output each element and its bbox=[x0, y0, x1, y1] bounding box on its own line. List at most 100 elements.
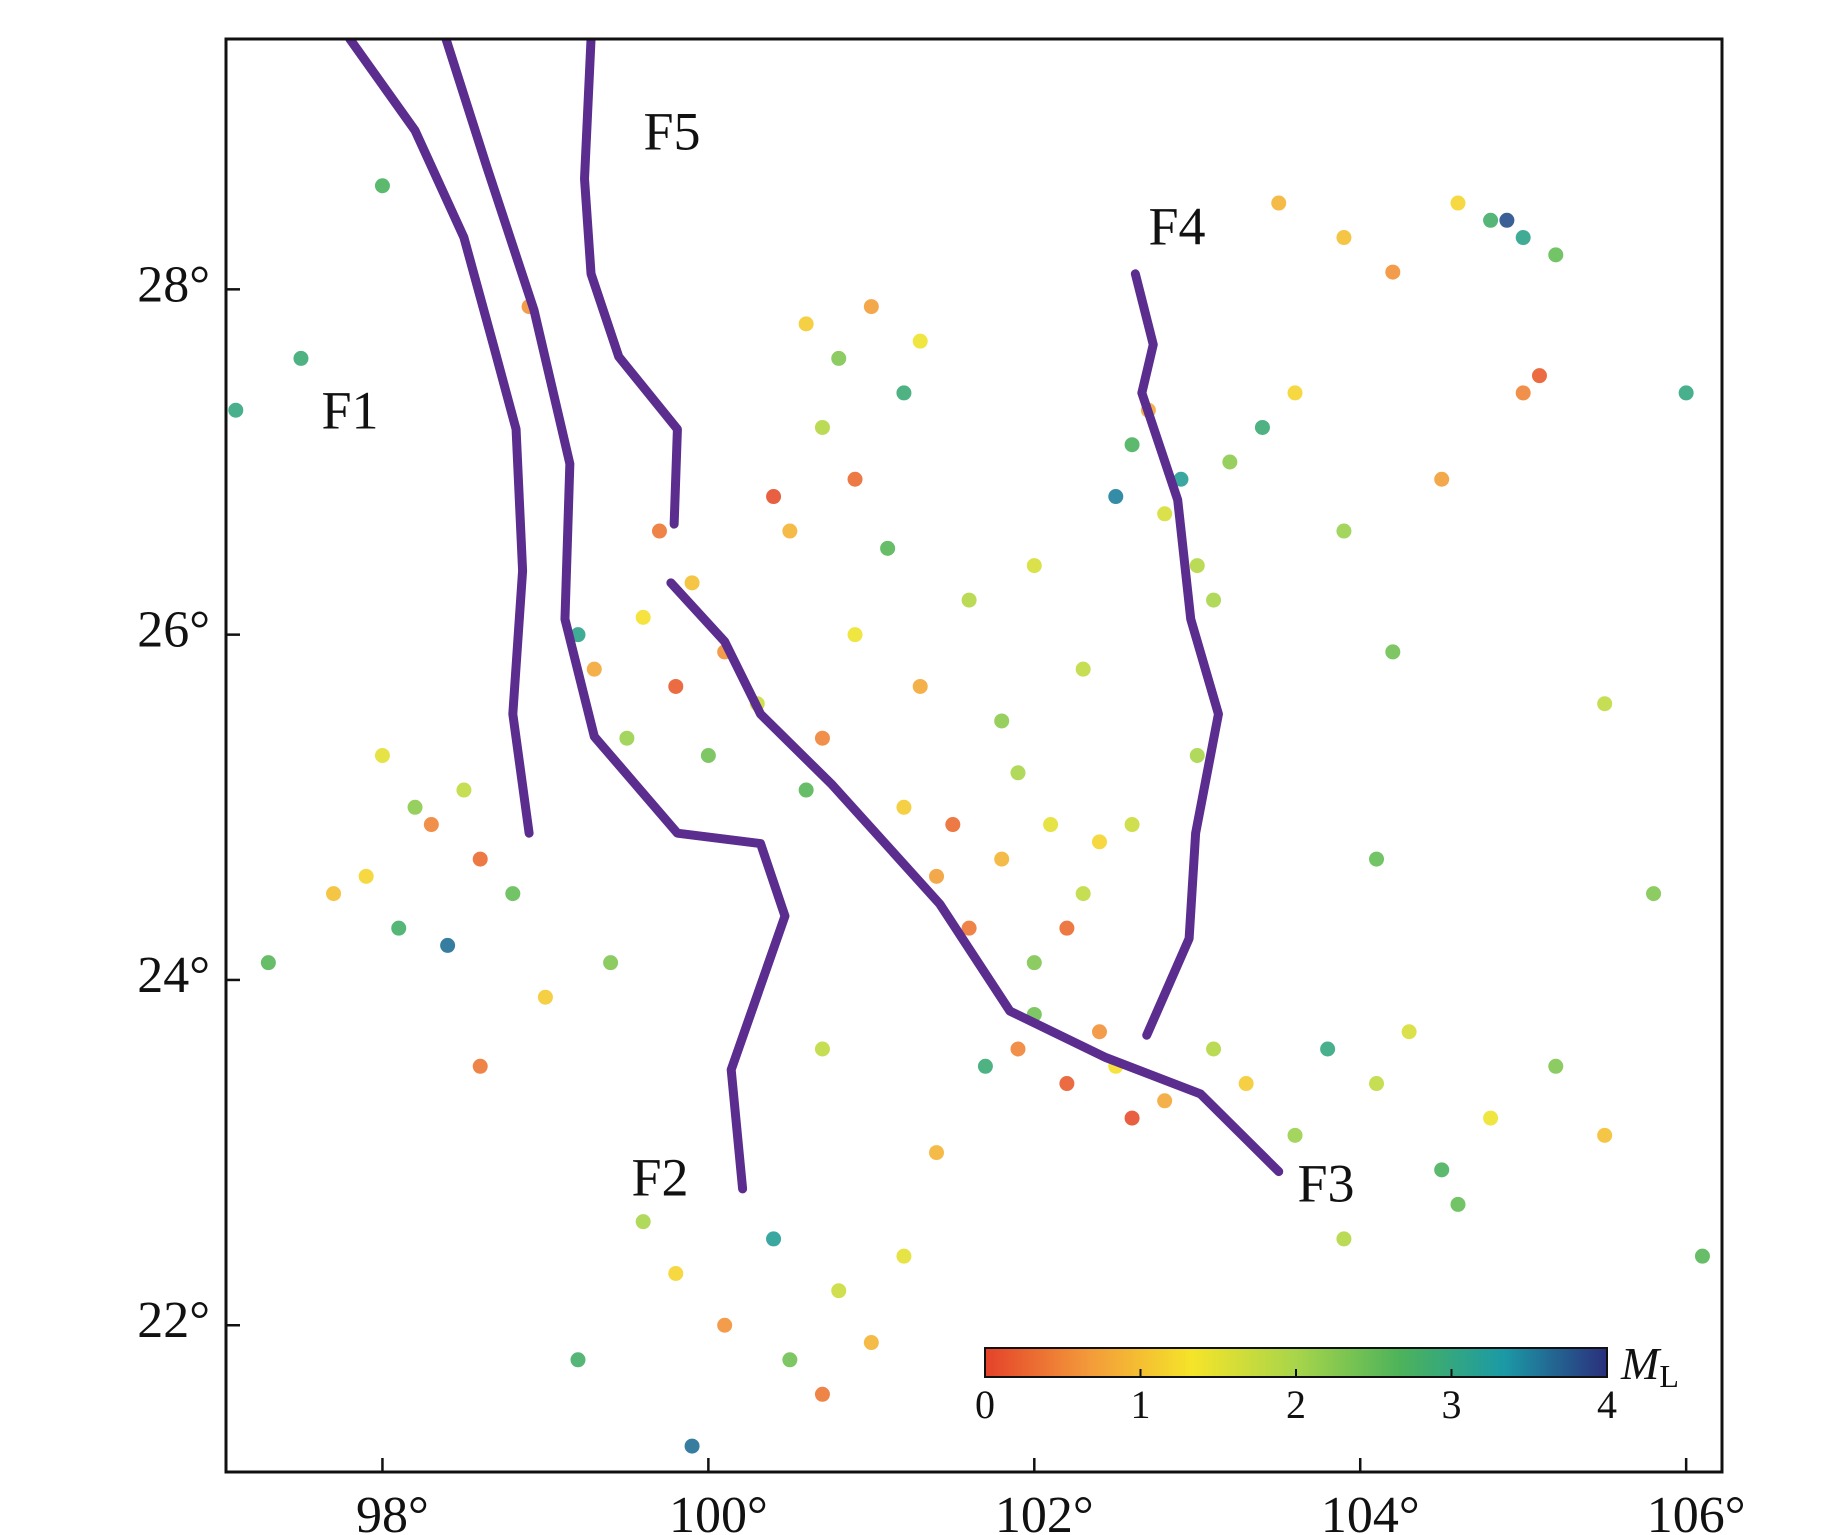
x-tick-label: 102° bbox=[995, 1487, 1094, 1535]
x-tick-label: 104° bbox=[1321, 1487, 1420, 1535]
y-tick-label: 28° bbox=[137, 256, 210, 313]
earthquake-event bbox=[423, 817, 439, 833]
earthquake-event bbox=[1597, 1127, 1613, 1143]
earthquake-event bbox=[1434, 471, 1450, 487]
earthquake-event bbox=[635, 609, 651, 625]
earthquake-event bbox=[1075, 661, 1091, 677]
earthquake-event bbox=[1320, 1041, 1336, 1057]
earthquake-event bbox=[472, 851, 488, 867]
y-tick-label: 24° bbox=[137, 947, 210, 1004]
earthquake-event bbox=[1548, 247, 1564, 263]
earthquake-event bbox=[782, 523, 798, 539]
earthquake-event bbox=[1075, 886, 1091, 902]
earthquake-event bbox=[1450, 1196, 1466, 1212]
earthquake-event bbox=[358, 868, 374, 884]
colorbar-tick-label: 1 bbox=[1131, 1382, 1151, 1427]
earthquake-event bbox=[326, 886, 342, 902]
colorbar-tick-label: 2 bbox=[1286, 1382, 1306, 1427]
earthquake-event bbox=[1531, 368, 1547, 384]
earthquake-event bbox=[814, 1041, 830, 1057]
earthquake-event bbox=[374, 178, 390, 194]
earthquake-event bbox=[1206, 1041, 1222, 1057]
earthquake-event bbox=[994, 851, 1010, 867]
earthquake-event bbox=[977, 1058, 993, 1074]
earthquake-event bbox=[814, 419, 830, 435]
earthquake-event bbox=[1189, 748, 1205, 763]
earthquake-event bbox=[570, 1352, 586, 1368]
earthquake-event bbox=[391, 920, 407, 936]
earthquake-event bbox=[880, 540, 896, 556]
earthquake-event bbox=[863, 1335, 879, 1351]
earthquake-event bbox=[766, 489, 782, 505]
fault-label: F5 bbox=[643, 101, 700, 161]
earthquake-event bbox=[1548, 1058, 1564, 1074]
earthquake-event bbox=[831, 1283, 847, 1299]
earthquake-event bbox=[1515, 230, 1531, 246]
earthquake-event bbox=[1124, 1110, 1140, 1126]
earthquake-event bbox=[1124, 437, 1140, 453]
earthquake-event bbox=[1026, 558, 1042, 574]
earthquake-event bbox=[700, 748, 716, 763]
earthquake-event bbox=[1483, 212, 1499, 228]
earthquake-event bbox=[1401, 1024, 1417, 1040]
fault-line bbox=[1130, 269, 1223, 1040]
earthquake-event bbox=[961, 920, 977, 936]
colorbar-tick-label: 0 bbox=[975, 1382, 995, 1427]
earthquake-event bbox=[407, 799, 423, 815]
earthquake-event bbox=[1287, 1127, 1303, 1143]
earthquake-event bbox=[1287, 385, 1303, 401]
earthquake-event bbox=[814, 1386, 830, 1402]
earthquake-event bbox=[1010, 765, 1026, 781]
earthquake-event bbox=[1108, 489, 1124, 505]
earthquake-event bbox=[896, 1248, 912, 1264]
earthquake-event bbox=[1369, 1076, 1385, 1092]
earthquake-event bbox=[1026, 955, 1042, 971]
fault-line bbox=[666, 578, 1284, 1177]
earthquake-event bbox=[1499, 212, 1515, 228]
earthquake-event bbox=[684, 1438, 700, 1454]
earthquake-event bbox=[1010, 1041, 1026, 1057]
plot-frame bbox=[224, 37, 1724, 1474]
earthquake-event bbox=[912, 678, 928, 694]
fault-line bbox=[580, 39, 682, 529]
earthquake-event bbox=[782, 1352, 798, 1368]
earthquake-event bbox=[1336, 523, 1352, 539]
earthquake-event bbox=[228, 402, 244, 418]
earthquake-event bbox=[651, 523, 667, 539]
earthquake-event bbox=[1091, 1024, 1107, 1040]
earthquake-event bbox=[945, 817, 961, 833]
earthquake-event bbox=[1678, 385, 1694, 401]
earthquake-event bbox=[717, 1317, 733, 1333]
earthquake-event bbox=[1238, 1076, 1254, 1092]
earthquake-event bbox=[798, 782, 814, 798]
earthquake-event bbox=[1369, 851, 1385, 867]
earthquake-event bbox=[1483, 1110, 1499, 1126]
y-tick-label: 22° bbox=[137, 1292, 210, 1349]
colorbar-label: ML bbox=[1620, 1338, 1679, 1395]
earthquake-event bbox=[814, 730, 830, 746]
x-tick-label: 98° bbox=[356, 1487, 429, 1535]
earthquake-event bbox=[1385, 644, 1401, 660]
earthquake-event bbox=[684, 575, 700, 591]
earthquake-event bbox=[1646, 886, 1662, 902]
earthquake-event bbox=[929, 1145, 945, 1161]
earthquake-event bbox=[1450, 195, 1466, 211]
earthquake-event bbox=[260, 955, 276, 971]
earthquake-event bbox=[1385, 264, 1401, 280]
fault-label: F3 bbox=[1297, 1153, 1354, 1213]
earthquake-event bbox=[1059, 920, 1075, 936]
earthquake-event bbox=[1157, 506, 1173, 522]
earthquake-event bbox=[831, 350, 847, 366]
fault-label: F2 bbox=[631, 1147, 688, 1207]
earthquake-event bbox=[1336, 230, 1352, 246]
colorbar-tick-label: 3 bbox=[1442, 1382, 1462, 1427]
earthquake-event bbox=[1694, 1248, 1710, 1264]
earthquake-event bbox=[912, 333, 928, 349]
earthquake-event bbox=[766, 1231, 782, 1247]
earthquake-event bbox=[1271, 195, 1287, 211]
earthquake-event bbox=[1157, 1093, 1173, 1109]
earthquake-event bbox=[994, 713, 1010, 729]
earthquake-event bbox=[293, 350, 309, 366]
colorbar-tick-label: 4 bbox=[1597, 1382, 1617, 1427]
earthquake-event bbox=[929, 868, 945, 884]
